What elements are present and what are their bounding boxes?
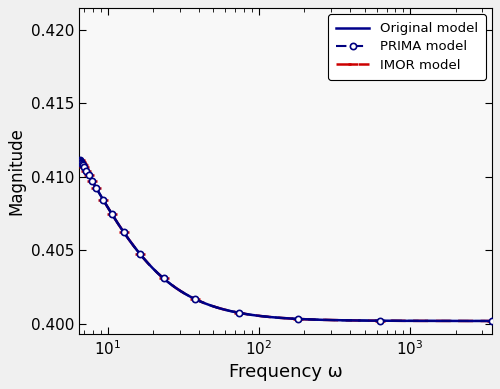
Y-axis label: Magnitude: Magnitude (8, 127, 26, 215)
Legend: Original model, PRIMA model, IMOR model: Original model, PRIMA model, IMOR model (328, 14, 486, 80)
X-axis label: Frequency ω: Frequency ω (229, 363, 343, 381)
